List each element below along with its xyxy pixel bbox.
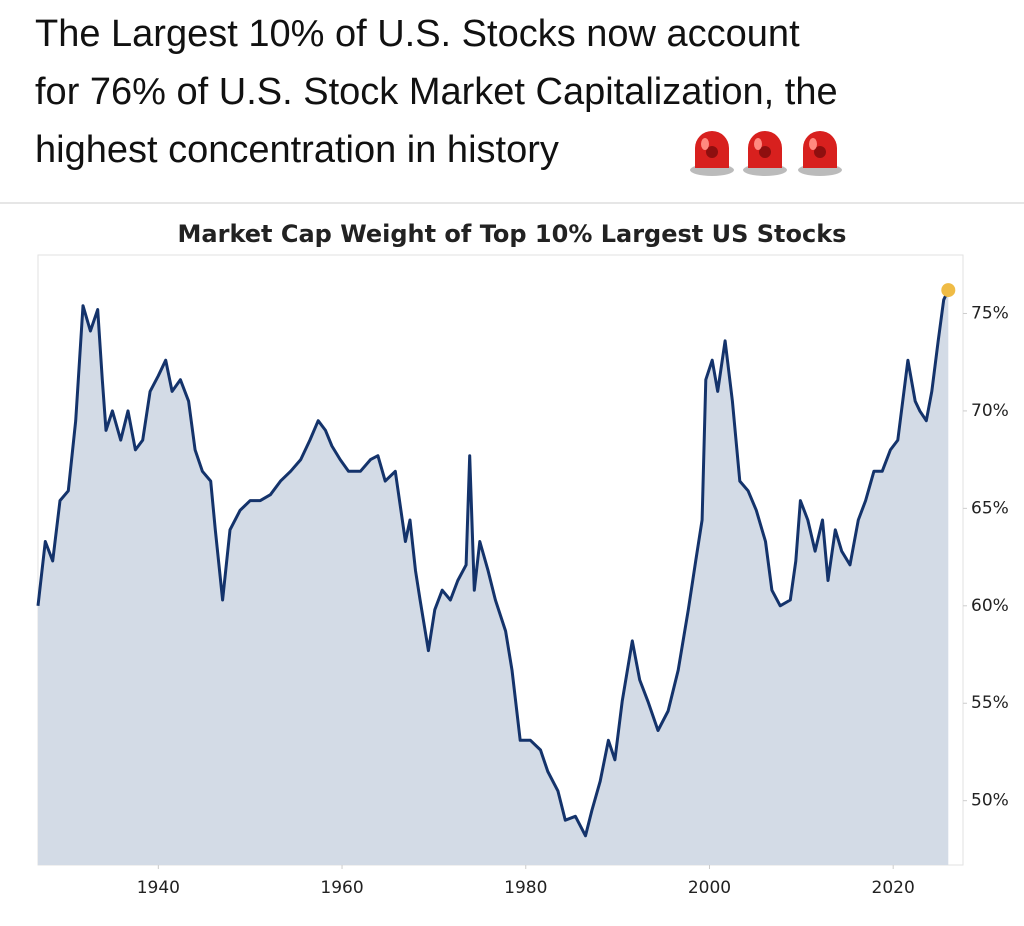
latest-marker	[941, 283, 956, 298]
chart-title: Market Cap Weight of Top 10% Largest US …	[178, 220, 847, 248]
y-tick-label: 75%	[971, 303, 1009, 323]
y-tick-label: 60%	[971, 596, 1009, 616]
post-line: The Largest 10% of U.S. Stocks now accou…	[35, 13, 800, 55]
x-tick-label: 1980	[504, 878, 547, 898]
x-tick-label: 2020	[872, 878, 915, 898]
siren-icons	[690, 131, 842, 176]
x-tick-label: 1960	[320, 878, 363, 898]
line	[36, 289, 950, 838]
y-tick-label: 50%	[971, 791, 1009, 811]
post-line: for 76% of U.S. Stock Market Capitalizat…	[35, 71, 838, 113]
post-line: highest concentration in history	[35, 129, 559, 171]
y-tick-label: 55%	[971, 693, 1009, 713]
area-fill	[38, 290, 949, 866]
x-tick-label: 2000	[688, 878, 731, 898]
y-tick-label: 65%	[971, 498, 1009, 518]
y-tick-label: 70%	[971, 401, 1009, 421]
x-tick-label: 1940	[137, 878, 180, 898]
